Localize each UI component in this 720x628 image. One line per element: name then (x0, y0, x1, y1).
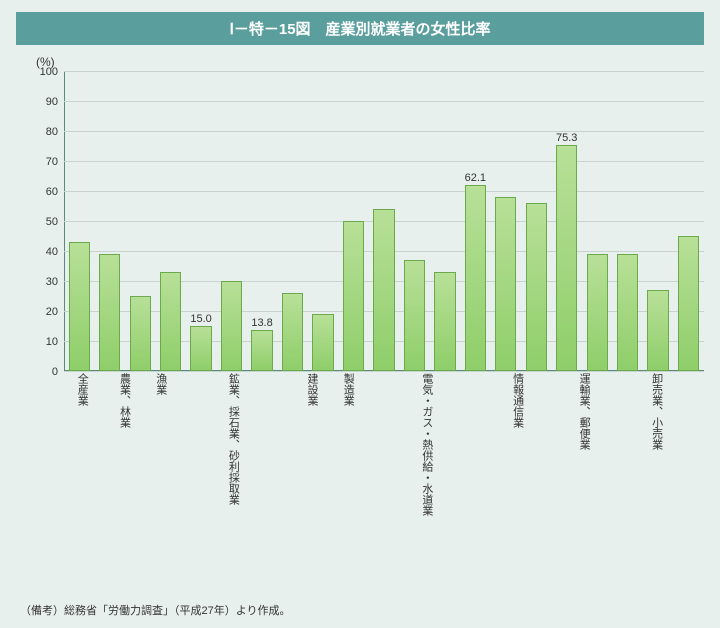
bar (160, 272, 181, 371)
bar-value-label: 62.1 (465, 172, 486, 186)
bar (495, 197, 516, 371)
bar-slot (673, 71, 703, 371)
plot-region: 0102030405060708090100 15.013.862.175.3 (64, 71, 704, 371)
chart-area: (%) 0102030405060708090100 15.013.862.17… (16, 53, 704, 573)
bar (526, 203, 547, 371)
x-label: 全産業 (64, 373, 100, 560)
y-tick: 80 (46, 126, 64, 138)
bar-slot (369, 71, 399, 371)
x-label: 卸売業、小売業 (620, 373, 693, 560)
y-tick: 30 (46, 276, 64, 288)
bar (404, 260, 425, 371)
bar (434, 272, 455, 371)
bar-slot (612, 71, 642, 371)
x-label-text: 鉱業、採石業、砂利採取業 (227, 373, 239, 560)
x-label-text: 農業、林業 (118, 373, 130, 560)
y-tick: 60 (46, 186, 64, 198)
x-label-text: 卸売業、小売業 (651, 373, 663, 560)
x-label-text: 運輸業、郵便業 (578, 373, 590, 560)
x-label-text: 漁業 (155, 373, 167, 560)
bar (373, 209, 394, 371)
bar-slot (216, 71, 246, 371)
grid-line: 0 (64, 371, 704, 372)
bar (69, 242, 90, 371)
y-tick: 50 (46, 216, 64, 228)
x-label: 建設業 (294, 373, 330, 560)
bar (130, 296, 151, 371)
x-labels: 全産業 農業、林業 漁業 鉱業、採石業、砂利採取業 建設業 製造業 電気・ガス・熱供給・水道… (64, 373, 704, 560)
x-label: 電気・ガス・熱供給・水道業 (366, 373, 487, 560)
bar: 13.8 (251, 330, 272, 371)
bar-slot: 13.8 (247, 71, 277, 371)
bar-value-label: 13.8 (251, 317, 272, 331)
bar-slot (521, 71, 551, 371)
x-label-text: 建設業 (306, 373, 318, 560)
bar-value-label: 75.3 (556, 132, 577, 146)
bar: 15.0 (190, 326, 211, 371)
bar: 75.3 (556, 145, 577, 371)
bar (587, 254, 608, 371)
y-tick: 40 (46, 246, 64, 258)
x-label-text: 情報通信業 (511, 373, 523, 560)
bar-slot (125, 71, 155, 371)
bar-slot (491, 71, 521, 371)
bar-value-label: 15.0 (190, 313, 211, 327)
bar-slot (277, 71, 307, 371)
y-tick: 0 (52, 366, 64, 378)
y-tick: 70 (46, 156, 64, 168)
bar-slot (155, 71, 185, 371)
bar-slot (64, 71, 94, 371)
x-label: 情報通信業 (487, 373, 547, 560)
bar (647, 290, 668, 371)
bar-slot (643, 71, 673, 371)
bars-container: 15.0 13.8 62.1 75.3 (64, 71, 704, 371)
bar: 62.1 (465, 185, 486, 371)
bar-slot (582, 71, 612, 371)
x-label-text: 製造業 (342, 373, 354, 560)
x-label: 製造業 (330, 373, 366, 560)
bar-slot (308, 71, 338, 371)
bar (99, 254, 120, 371)
y-tick: 100 (40, 66, 64, 78)
bar-slot: 62.1 (460, 71, 490, 371)
bar (221, 281, 242, 371)
bar-slot: 15.0 (186, 71, 216, 371)
bar (678, 236, 699, 371)
bar-slot (430, 71, 460, 371)
bar-slot (94, 71, 124, 371)
bar (312, 314, 333, 371)
chart-title: Ⅰ－特－15図 産業別就業者の女性比率 (16, 12, 704, 45)
bar-slot (399, 71, 429, 371)
bar (617, 254, 638, 371)
bar-slot: 75.3 (552, 71, 582, 371)
x-label: 鉱業、採石業、砂利採取業 (173, 373, 294, 560)
x-label-text: 全産業 (76, 373, 88, 560)
bar-slot (338, 71, 368, 371)
bar (343, 221, 364, 371)
x-label: 農業、林業 (100, 373, 148, 560)
x-label: 運輸業、郵便業 (548, 373, 621, 560)
x-label: 漁業 (149, 373, 173, 560)
y-tick: 90 (46, 96, 64, 108)
bar (282, 293, 303, 371)
x-label: 金融業、保険業 (693, 373, 720, 560)
x-label-text: 電気・ガス・熱供給・水道業 (421, 373, 433, 560)
y-tick: 20 (46, 306, 64, 318)
y-tick: 10 (46, 336, 64, 348)
